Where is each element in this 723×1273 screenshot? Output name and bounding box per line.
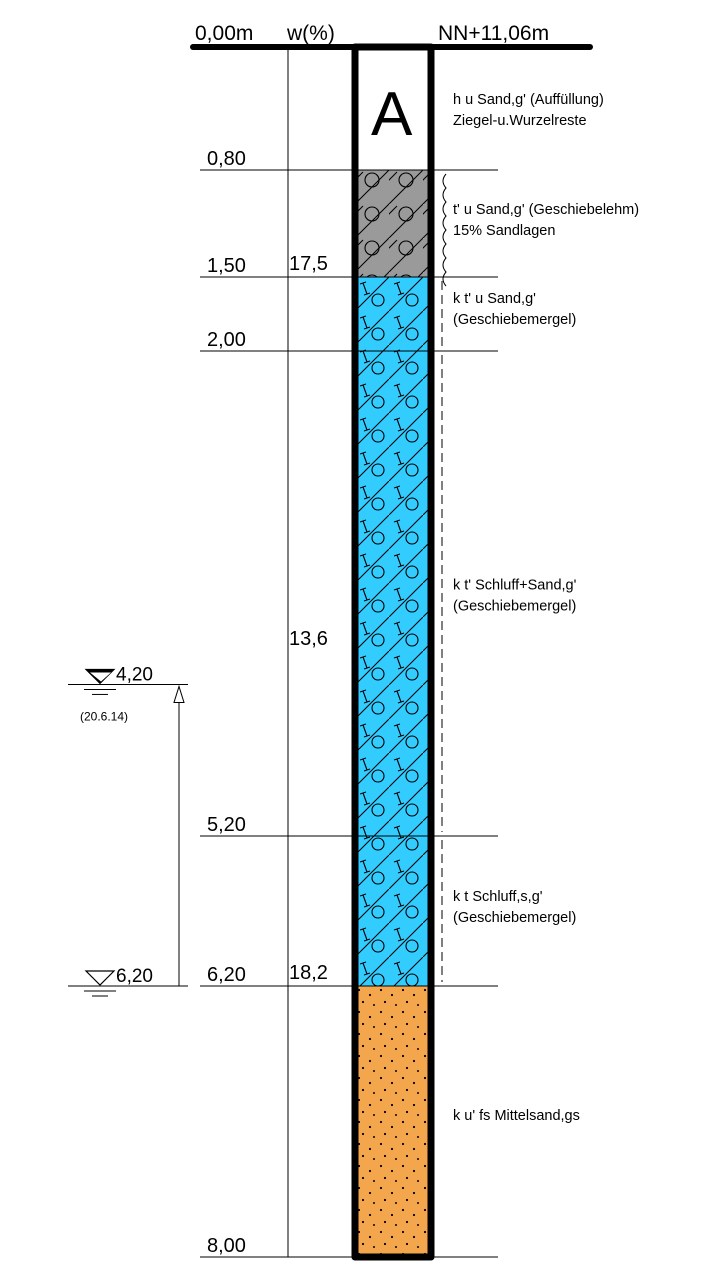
depth-label-5: 6,20 — [207, 964, 246, 986]
depth-start-label: 0,00m — [195, 22, 253, 45]
layer-description-5: k t Schluff,s,g' (Geschiebemergel) — [453, 889, 576, 926]
moisture-value-1: 17,5 — [289, 253, 328, 275]
depth-label-1: 0,80 — [207, 148, 246, 170]
borehole-id-label: A — [371, 80, 413, 149]
water-level-triangle-icon — [84, 970, 116, 986]
soil-layer-4 — [355, 351, 431, 836]
depth-label-3: 2,00 — [207, 329, 246, 351]
layer-description-3: k t' u Sand,g' (Geschiebemergel) — [453, 291, 576, 328]
water-level-label-1: 4,20 — [116, 664, 153, 685]
layer-description-1: h u Sand,g' (Auffüllung) Ziegel-u.Wurzelr… — [453, 92, 604, 129]
soil-layer-3 — [355, 277, 431, 351]
layer-description-6: k u' fs Mittelsand,gs — [453, 1108, 580, 1124]
water-rise-arrow — [173, 684, 185, 986]
water-level-label-2: 6,20 — [116, 966, 153, 987]
water-level-date-1: (20.6.14) — [80, 709, 128, 723]
depth-label-2: 1,50 — [207, 255, 246, 277]
water-level-1: 4,20 (20.6.14) — [68, 664, 188, 723]
moisture-value-2: 13,6 — [289, 628, 328, 650]
soil-layer-2 — [355, 170, 431, 277]
water-level-2: 6,20 — [68, 966, 188, 997]
elevation-label: NN+11,06m — [438, 22, 549, 45]
layer-description-2: t' u Sand,g' (Geschiebelehm) 15% Sandlage… — [453, 202, 639, 239]
soil-layer-1 — [355, 47, 431, 170]
consistency-wavy-2 — [442, 173, 447, 287]
depth-label-4: 5,20 — [207, 814, 246, 836]
soil-layer-6 — [355, 986, 431, 1257]
moisture-value-3: 18,2 — [289, 962, 328, 984]
depth-label-6: 8,00 — [207, 1235, 246, 1257]
layer-description-4: k t' Schluff+Sand,g' (Geschiebemergel) — [453, 578, 577, 615]
soil-layer-5 — [355, 836, 431, 986]
moisture-header: w(%) — [286, 22, 335, 45]
